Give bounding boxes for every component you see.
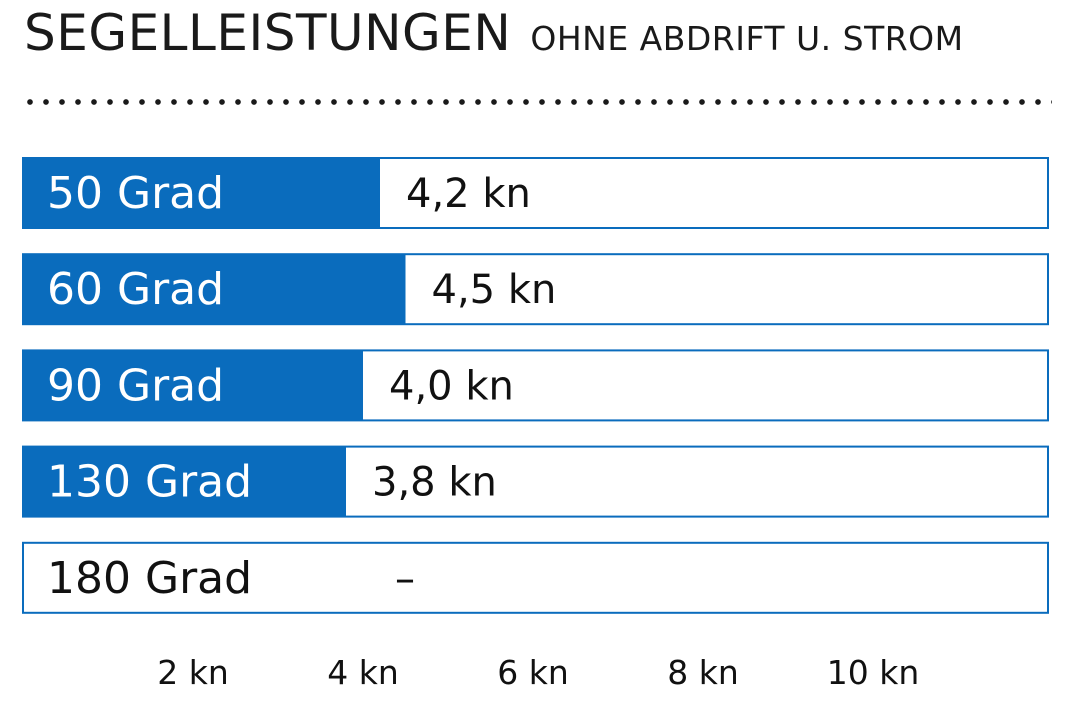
bar-row: 130 Grad 3,8 kn (22, 445, 1049, 518)
x-tick-label: 4 kn (327, 653, 399, 692)
dotted-divider (22, 96, 1052, 108)
bar-row: 90 Grad 4,0 kn (22, 349, 1049, 422)
value-label: 3,8 kn (372, 460, 497, 506)
bar (23, 158, 380, 228)
category-label: 90 Grad (47, 360, 224, 411)
bar-row: 180 Grad – (22, 541, 1049, 614)
chart-title: SEGELLEISTUNGEN (24, 4, 512, 62)
bar-track (22, 541, 1049, 614)
bar (23, 254, 406, 325)
value-label: 4,2 kn (406, 171, 531, 217)
bar-row: 60 Grad 4,5 kn (22, 253, 1049, 326)
bar-row: 50 Grad 4,2 kn (22, 157, 1049, 229)
x-tick-label: 10 kn (827, 653, 920, 692)
value-label: 4,5 kn (432, 267, 557, 313)
category-label: 180 Grad (47, 553, 252, 604)
chart-subtitle: OHNE ABDRIFT U. STROM (530, 19, 964, 58)
category-label: 130 Grad (47, 457, 252, 508)
x-tick-label: 2 kn (157, 653, 229, 692)
x-tick-label: 6 kn (497, 653, 569, 692)
chart-title-row: SEGELLEISTUNGEN OHNE ABDRIFT U. STROM (24, 4, 964, 62)
x-tick-label: 8 kn (667, 653, 739, 692)
value-label: 4,0 kn (389, 363, 514, 409)
category-label: 60 Grad (47, 264, 224, 315)
value-label: – (395, 556, 415, 602)
category-label: 50 Grad (47, 168, 224, 219)
bar (23, 446, 346, 517)
bar (23, 350, 363, 421)
